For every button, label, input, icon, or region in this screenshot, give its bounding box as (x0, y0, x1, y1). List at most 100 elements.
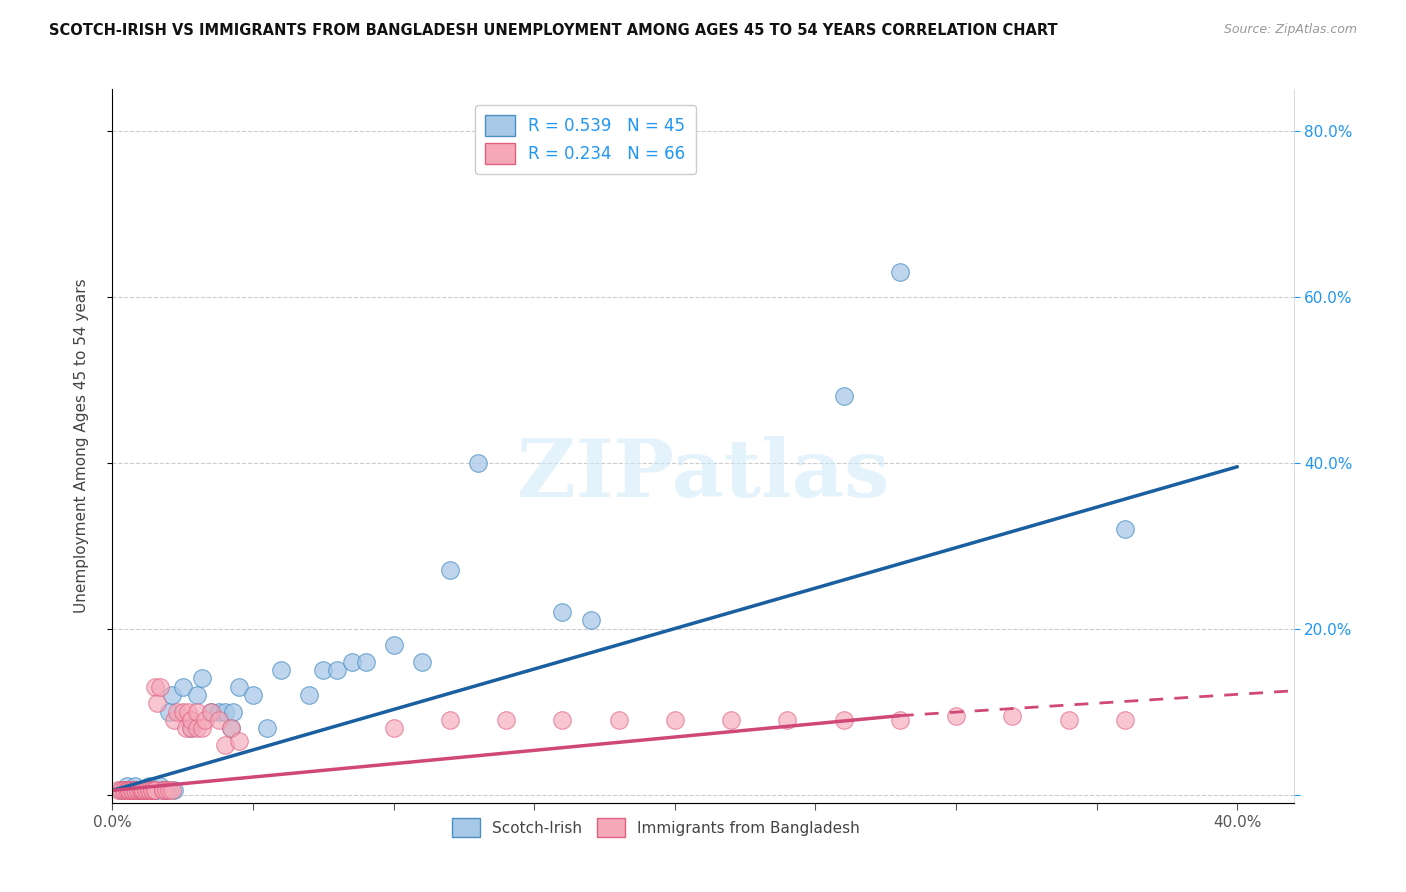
Text: SCOTCH-IRISH VS IMMIGRANTS FROM BANGLADESH UNEMPLOYMENT AMONG AGES 45 TO 54 YEAR: SCOTCH-IRISH VS IMMIGRANTS FROM BANGLADE… (49, 23, 1057, 38)
Point (115, 779, 138, 793)
Point (121, 783, 143, 797)
Point (579, 613, 602, 627)
Point (326, 663, 349, 677)
Point (180, 721, 202, 735)
Point (127, 783, 149, 797)
Point (112, 783, 135, 797)
Point (115, 783, 138, 797)
Point (146, 783, 169, 797)
Point (152, 783, 174, 797)
Point (166, 705, 188, 719)
Point (720, 713, 742, 727)
Point (107, 783, 129, 797)
Point (152, 783, 174, 797)
Point (298, 688, 321, 702)
Point (219, 721, 242, 735)
Point (143, 783, 166, 797)
Point (270, 663, 292, 677)
Point (121, 783, 143, 797)
Point (157, 705, 180, 719)
Point (340, 655, 363, 669)
Point (228, 733, 250, 747)
Point (172, 680, 194, 694)
Point (152, 783, 174, 797)
Point (191, 671, 214, 685)
Point (607, 713, 630, 727)
Point (112, 783, 135, 797)
Point (186, 721, 208, 735)
Point (495, 713, 517, 727)
Point (127, 783, 149, 797)
Point (664, 713, 686, 727)
Point (141, 783, 163, 797)
Point (115, 783, 138, 797)
Point (256, 721, 278, 735)
Point (129, 783, 152, 797)
Point (127, 783, 149, 797)
Point (129, 783, 152, 797)
Point (110, 783, 132, 797)
Point (208, 713, 231, 727)
Point (143, 783, 166, 797)
Text: ZIPatlas: ZIPatlas (517, 435, 889, 514)
Point (945, 708, 967, 723)
Point (132, 783, 155, 797)
Point (382, 721, 405, 735)
Point (132, 783, 155, 797)
Point (228, 680, 250, 694)
Point (411, 655, 433, 669)
Point (208, 705, 231, 719)
Point (141, 783, 163, 797)
Point (135, 783, 157, 797)
Point (1114, 713, 1136, 727)
Point (129, 783, 152, 797)
Point (439, 713, 461, 727)
Point (138, 783, 160, 797)
Point (155, 783, 177, 797)
Point (242, 688, 264, 702)
Point (141, 783, 163, 797)
Point (214, 705, 236, 719)
Point (143, 783, 166, 797)
Point (439, 564, 461, 578)
Point (124, 779, 146, 793)
Point (1001, 708, 1024, 723)
Point (832, 713, 855, 727)
Point (149, 779, 172, 793)
Point (172, 705, 194, 719)
Point (160, 688, 183, 702)
Point (163, 783, 186, 797)
Point (467, 456, 489, 470)
Point (551, 605, 574, 619)
Point (138, 783, 160, 797)
Point (129, 783, 152, 797)
Point (163, 713, 186, 727)
Point (219, 721, 242, 735)
Point (121, 783, 143, 797)
Point (124, 783, 146, 797)
Point (155, 783, 177, 797)
Point (186, 688, 208, 702)
Point (200, 705, 222, 719)
Point (186, 705, 208, 719)
Point (889, 713, 911, 727)
Point (889, 265, 911, 279)
Point (354, 655, 377, 669)
Point (149, 680, 172, 694)
Point (180, 721, 202, 735)
Point (1114, 522, 1136, 536)
Point (200, 705, 222, 719)
Y-axis label: Unemployment Among Ages 45 to 54 years: Unemployment Among Ages 45 to 54 years (75, 278, 89, 614)
Point (135, 783, 157, 797)
Point (124, 783, 146, 797)
Point (132, 783, 155, 797)
Point (118, 783, 141, 797)
Point (146, 696, 169, 710)
Point (177, 705, 200, 719)
Point (776, 713, 799, 727)
Point (121, 783, 143, 797)
Point (143, 680, 166, 694)
Point (110, 783, 132, 797)
Point (174, 721, 197, 735)
Point (382, 638, 405, 652)
